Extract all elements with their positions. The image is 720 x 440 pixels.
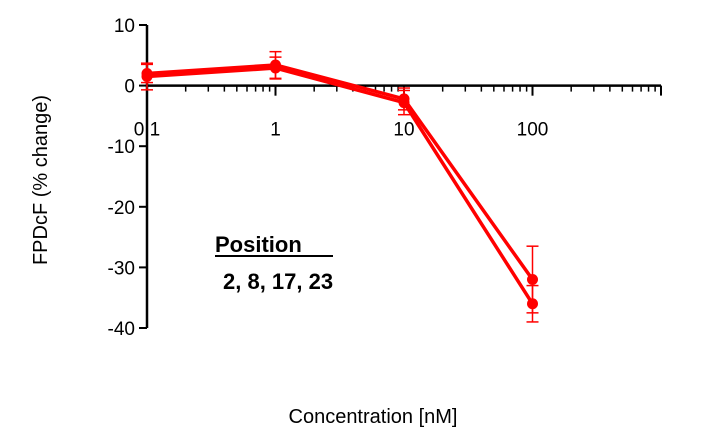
y-tick-label: -30: [108, 258, 135, 279]
data-point: [141, 71, 153, 83]
x-tick-label: 100: [517, 120, 549, 141]
data-point: [527, 274, 538, 286]
x-tick-label: 10: [393, 120, 414, 141]
data-point: [527, 298, 538, 310]
x-tick-label: 0.1: [134, 120, 160, 141]
y-tick-label: -10: [108, 137, 135, 158]
x-axis-label: Concentration [nM]: [289, 406, 458, 428]
y-tick-label: -40: [108, 319, 135, 340]
data-point: [398, 97, 410, 109]
x-tick-label: 1: [270, 120, 281, 141]
y-tick-label: 0: [124, 77, 135, 98]
series-line-2: [146, 66, 534, 305]
y-tick-label: 10: [114, 16, 135, 37]
y-tick-label: -20: [108, 198, 135, 219]
annotation-text: 2, 8, 17, 23: [223, 269, 333, 294]
annotation-title: Position: [215, 232, 302, 257]
series-line-1: [146, 63, 534, 281]
chart-marks: 100-10-20-30-400.1 1 10 100: [108, 16, 662, 340]
y-axis-label: FPDcF (% change): [30, 95, 52, 265]
data-point: [270, 62, 281, 74]
